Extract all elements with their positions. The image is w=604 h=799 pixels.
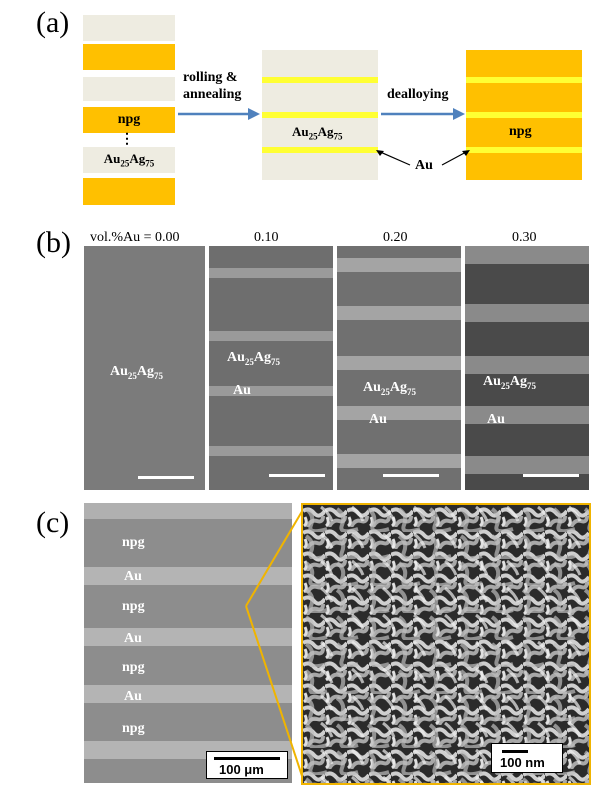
sem3-au-band-1	[337, 258, 461, 272]
sem3-alloy-label: Au25Ag75	[363, 380, 417, 397]
header-b-0: vol.%Au = 0.00	[90, 230, 180, 245]
panel-a-letter: (a)	[36, 6, 70, 39]
stack1-layer-beige-1	[83, 15, 175, 41]
stack3-stripe-2	[466, 112, 582, 118]
au-pointer-label: Au	[415, 158, 433, 173]
panel-b-letter: (b)	[36, 226, 71, 259]
sem3-au-label: Au	[369, 412, 387, 427]
sem2-au-band-2	[209, 331, 333, 341]
scale-label-left: 100 μm	[219, 762, 264, 777]
sem4-au-band-5	[465, 456, 589, 474]
sem-image-multilayer: npg Au npg Au npg Au npg 100 μm	[84, 503, 292, 783]
sem3-au-band-2	[337, 306, 461, 320]
au-pointer-arrows	[376, 150, 470, 166]
sem-image-0-30: Au25Ag75 Au	[465, 246, 589, 490]
stack3-stripe-1	[466, 77, 582, 83]
c-au-band-1	[84, 503, 292, 519]
c-layer-6: npg	[122, 721, 145, 736]
nanoporous-texture	[303, 505, 589, 783]
sem3-au-band-3	[337, 356, 461, 370]
header-b-3: 0.30	[512, 230, 537, 245]
stack1-layer-gold-1	[83, 44, 175, 70]
sem4-au-band-2	[465, 304, 589, 322]
sem4-au-band-3	[465, 356, 589, 374]
sem3-scale-bar	[383, 474, 439, 477]
scale-box-left: 100 μm	[206, 751, 288, 779]
sem-image-0-00: Au25Ag75	[84, 246, 205, 490]
stack3-stripe-3	[466, 147, 582, 153]
sem-image-0-10: Au25Ag75 Au	[209, 246, 333, 490]
c-layer-5: Au	[124, 689, 142, 704]
sem3-au-band-4	[337, 406, 461, 420]
scale-bar-left	[214, 757, 280, 760]
sem3-au-band-5	[337, 454, 461, 468]
sem1-alloy-label: Au25Ag75	[110, 364, 164, 381]
c-layer-1: Au	[124, 569, 142, 584]
sem1-scale-bar	[138, 476, 194, 479]
sem4-au-band-1	[465, 246, 589, 264]
zoom-connector	[245, 507, 305, 783]
stack1-layer-alloy: Au25Ag75	[83, 147, 175, 173]
c-au-band-2	[84, 567, 292, 585]
header-b-1: 0.10	[254, 230, 279, 245]
stack1-dots: ⋮	[120, 132, 134, 147]
c-layer-4: npg	[122, 660, 145, 675]
panel-c-letter: (c)	[36, 506, 70, 539]
stack2-stripe-1	[262, 77, 378, 83]
arrow2-icon	[381, 108, 465, 120]
arrow1-icon	[178, 108, 260, 120]
scale-box-right: 100 nm	[491, 743, 563, 773]
arrow2-label: dealloying	[387, 87, 449, 102]
scale-bar-right	[502, 750, 528, 753]
stack3-npg-label: npg	[509, 124, 532, 139]
scale-label-right: 100 nm	[500, 755, 545, 770]
stack1-layer-npg: npg	[83, 107, 175, 133]
stack1-layer-gold-2	[83, 178, 175, 205]
stack1-alloy-label: Au25Ag75	[103, 151, 155, 169]
c-au-band-3	[84, 628, 292, 646]
sem2-alloy-label: Au25Ag75	[227, 350, 281, 367]
sem-image-0-20: Au25Ag75 Au	[337, 246, 461, 490]
c-layer-3: Au	[124, 631, 142, 646]
c-layer-2: npg	[122, 599, 145, 614]
stack1-layer-beige-2	[83, 77, 175, 101]
c-au-band-4	[84, 685, 292, 703]
sem2-scale-bar	[269, 474, 325, 477]
sem2-au-band-3	[209, 386, 333, 396]
sem4-au-band-4	[465, 406, 589, 424]
stack1-npg-label: npg	[117, 112, 141, 127]
sem2-au-band-4	[209, 446, 333, 456]
arrow1-label-line2: annealing	[183, 87, 242, 102]
sem4-au-label: Au	[487, 412, 505, 427]
c-layer-0: npg	[122, 535, 145, 550]
arrow1-label-line1: rolling &	[183, 70, 238, 85]
sem-image-nanoporous: 100 nm	[301, 503, 591, 785]
sem4-alloy-label: Au25Ag75	[483, 374, 537, 391]
header-b-2: 0.20	[383, 230, 408, 245]
stack2-stripe-3	[262, 147, 378, 153]
stack2-alloy-label: Au25Ag75	[292, 124, 343, 142]
stack2-stripe-2	[262, 112, 378, 118]
sem2-au-band-1	[209, 268, 333, 278]
sem4-scale-bar	[523, 474, 579, 477]
sem2-au-label: Au	[233, 383, 251, 398]
